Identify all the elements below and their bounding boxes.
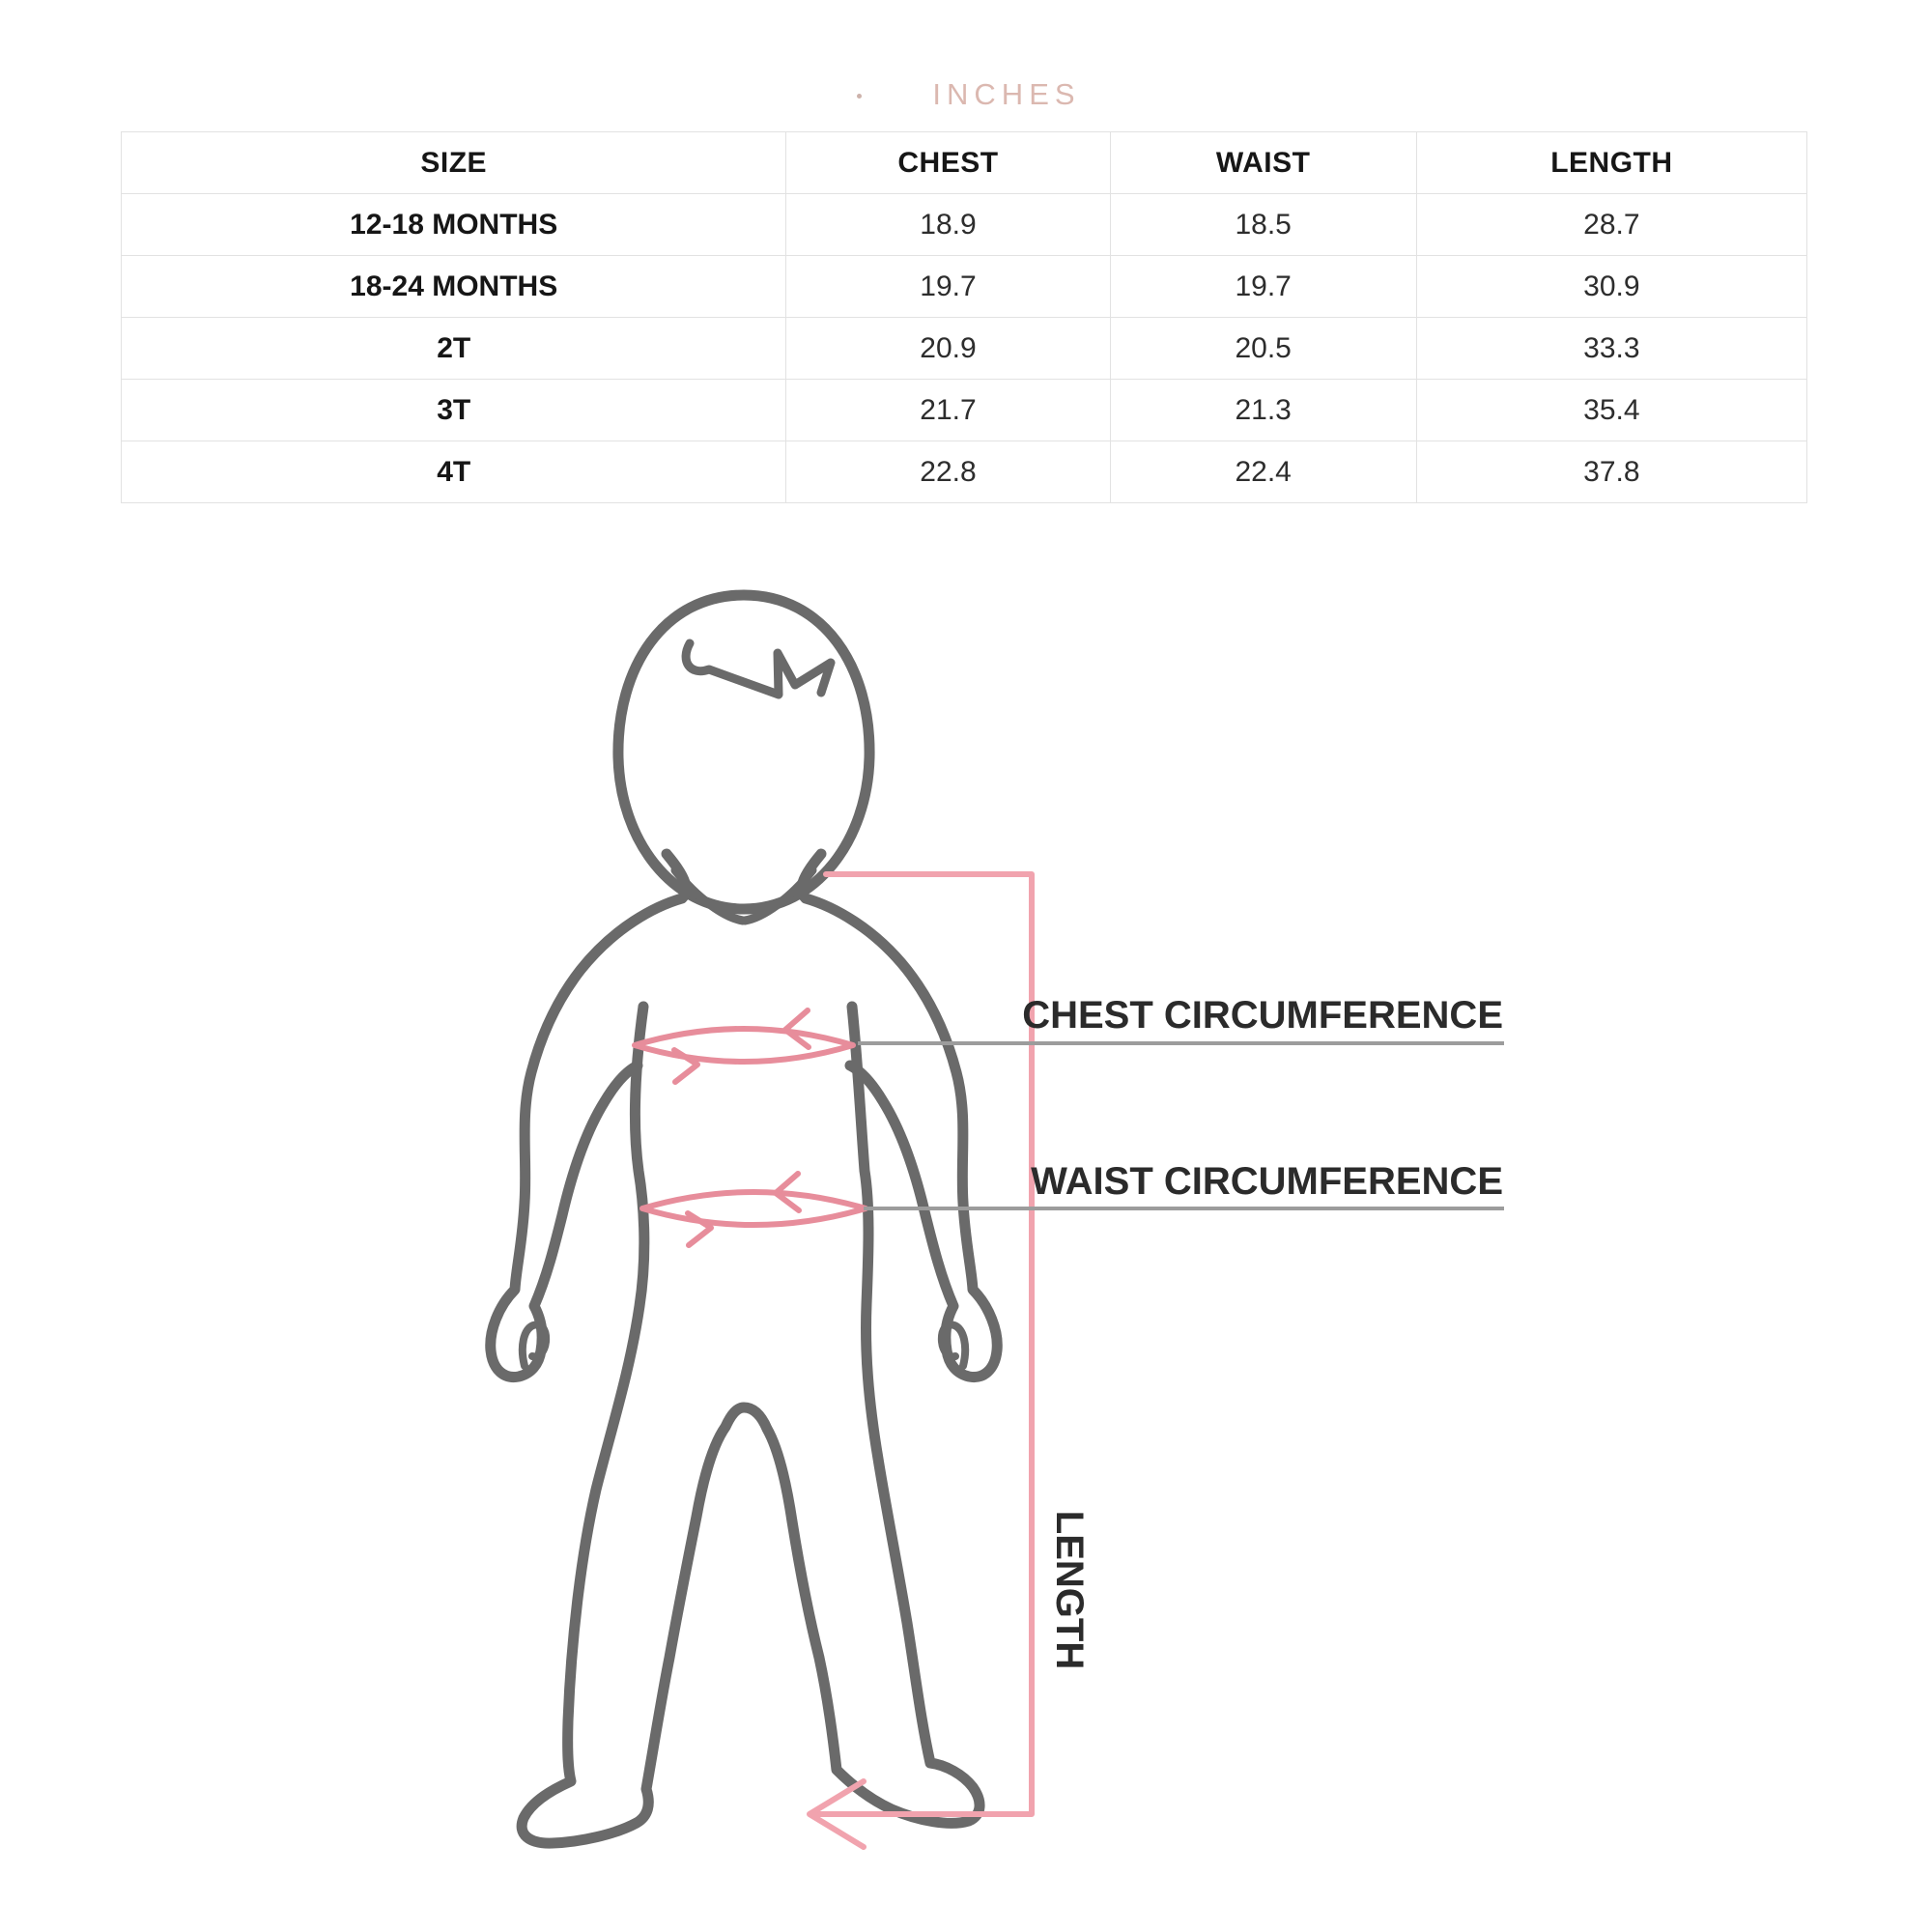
size-cell: 4T [120, 440, 787, 503]
waist-circumference-label: WAIST CIRCUMFERENCE [1031, 1160, 1503, 1203]
size-cell: 3T [120, 379, 787, 441]
toddler-figure-illustration [485, 589, 1003, 1849]
waist-cell: 22.4 [1109, 440, 1417, 503]
figure-left-hand-finger [518, 1321, 551, 1370]
size-table: SIZE CHEST WAIST LENGTH 12-18 MONTHS 18.… [120, 131, 1808, 503]
column-header-length: LENGTH [1415, 131, 1808, 194]
table-row: 3T 21.7 21.3 35.4 [120, 379, 1808, 441]
length-arrowhead [807, 1778, 867, 1850]
table-row: 12-18 MONTHS 18.9 18.5 28.7 [120, 193, 1808, 256]
figure-torso-legs [516, 1001, 985, 1849]
units-label: INCHES [932, 77, 1081, 111]
size-cell: 12-18 MONTHS [120, 193, 787, 256]
chest-circumference-label: CHEST CIRCUMFERENCE [1022, 994, 1503, 1037]
size-cell: 2T [120, 317, 787, 380]
chest-measure-ellipse [632, 1026, 856, 1065]
figure-left-arm [485, 848, 692, 1382]
column-header-size: SIZE [120, 131, 787, 194]
chest-measure-arrowheads [671, 1008, 811, 1085]
chest-cell: 22.8 [785, 440, 1111, 503]
waist-cell: 19.7 [1109, 255, 1417, 318]
length-bracket [807, 871, 1035, 1850]
waist-cell: 21.3 [1109, 379, 1417, 441]
length-label: LENGTH [1048, 1511, 1091, 1669]
length-cell: 33.3 [1415, 317, 1808, 380]
table-row: 4T 22.8 22.4 37.8 [120, 440, 1808, 503]
chest-cell: 19.7 [785, 255, 1111, 318]
length-bracket-line [814, 871, 1035, 1817]
length-cell: 28.7 [1415, 193, 1808, 256]
size-cell: 18-24 MONTHS [120, 255, 787, 318]
chest-cell: 20.9 [785, 317, 1111, 380]
length-cell: 37.8 [1415, 440, 1808, 503]
waist-measure-arrowheads [685, 1171, 802, 1248]
chest-cell: 18.9 [785, 193, 1111, 256]
column-header-waist: WAIST [1109, 131, 1417, 194]
measure-ellipses [632, 1008, 868, 1248]
figure-right-arm [796, 848, 1003, 1382]
table-row: 18-24 MONTHS 19.7 19.7 30.9 [120, 255, 1808, 318]
stray-period-dot [857, 94, 862, 99]
figure-head [612, 589, 875, 915]
chest-cell: 21.7 [785, 379, 1111, 441]
waist-measure-ellipse [639, 1189, 868, 1228]
measurement-diagram: CHEST CIRCUMFERENCE WAIST CIRCUMFERENCE … [485, 589, 1504, 1850]
pointer-lines [858, 1041, 1504, 1210]
figure-hair [681, 639, 836, 699]
table-header-row: SIZE CHEST WAIST LENGTH [120, 131, 1808, 194]
column-header-chest: CHEST [785, 131, 1111, 194]
table-row: 2T 20.9 20.5 33.3 [120, 317, 1808, 380]
length-cell: 30.9 [1415, 255, 1808, 318]
waist-cell: 20.5 [1109, 317, 1417, 380]
length-cell: 35.4 [1415, 379, 1808, 441]
waist-cell: 18.5 [1109, 193, 1417, 256]
figure-right-hand-finger [937, 1321, 970, 1370]
